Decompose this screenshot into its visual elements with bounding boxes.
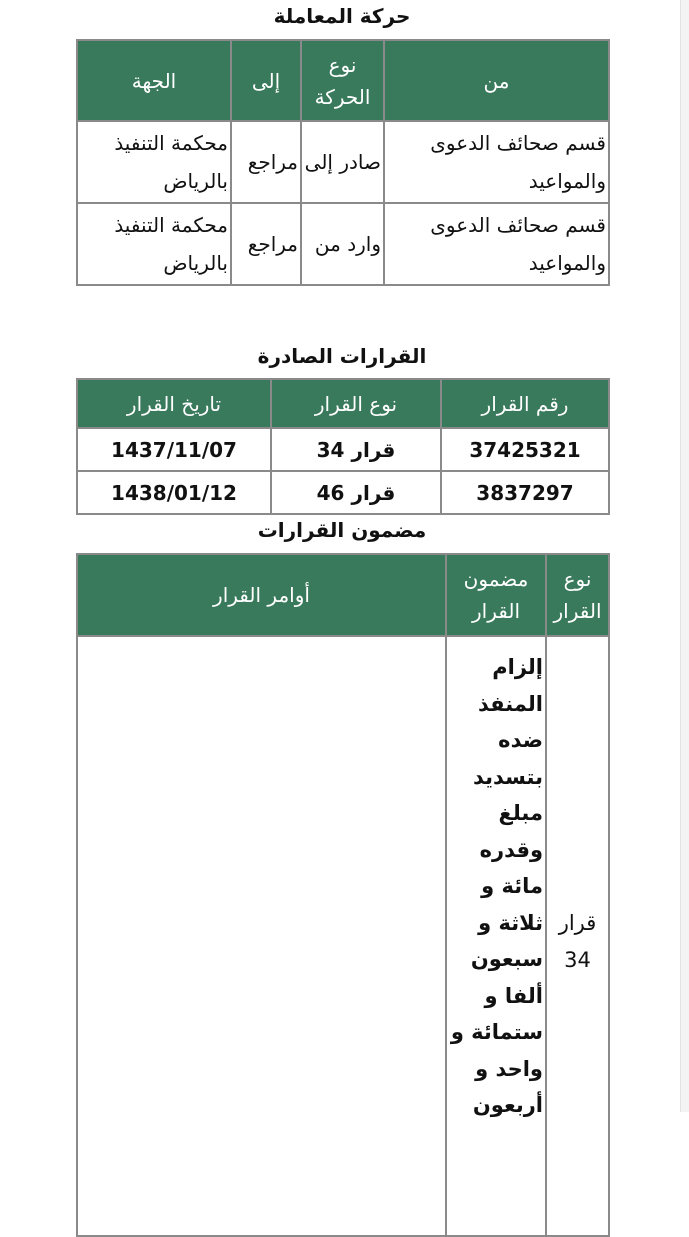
table-row: 37425321 قرار 34 1437/11/07 [76,427,610,472]
cell-decision-number: 37425321 [440,427,610,472]
col-decision-date: تاريخ القرار [76,378,272,429]
table-row: 3837297 قرار 46 1438/01/12 [76,470,610,515]
col-decision-type: نوع القرار [545,553,610,637]
cell-decision-type: قرار 34 [545,635,610,1237]
table-row: قرار 34 إلزام المنفذ ضده بتسديد مبلغ وقد… [76,635,610,1237]
cell-decision-date: 1437/11/07 [76,427,272,472]
col-movement-type: نوع الحركة [300,39,385,122]
cell-decision-date: 1438/01/12 [76,470,272,515]
cell-entity: محكمة التنفيذ بالرياض [76,120,232,204]
scrollbar-track[interactable] [680,0,689,1112]
cell-decision-type: قرار 34 [270,427,442,472]
cell-decision-number: 3837297 [440,470,610,515]
cell-decision-type: قرار 46 [270,470,442,515]
cell-decision-orders [76,635,447,1237]
cell-to: مراجع [230,120,302,204]
movement-title: حركة المعاملة [273,4,411,28]
col-decision-type: نوع القرار [270,378,442,429]
cell-from: قسم صحائف الدعوى والمواعيد [383,120,610,204]
col-entity: الجهة [76,39,232,122]
movement-table: من نوع الحركة إلى الجهة قسم صحائف الدعوى… [76,39,610,286]
decisions-title: القرارات الصادرة [257,344,427,368]
cell-to: مراجع [230,202,302,286]
contents-title: مضمون القرارات [257,518,427,542]
contents-table: نوع القرار مضمون القرار أوامر القرار قرا… [76,553,610,1237]
cell-decision-content: إلزام المنفذ ضده بتسديد مبلغ وقدره مائة … [445,635,547,1237]
col-decision-orders: أوامر القرار [76,553,447,637]
cell-entity: محكمة التنفيذ بالرياض [76,202,232,286]
table-row: قسم صحائف الدعوى والمواعيد صادر إلى مراج… [76,120,610,204]
cell-movement-type: صادر إلى [300,120,385,204]
table-header-row: من نوع الحركة إلى الجهة [76,39,610,122]
decisions-table: رقم القرار نوع القرار تاريخ القرار 37425… [76,378,610,515]
col-from: من [383,39,610,122]
col-decision-number: رقم القرار [440,378,610,429]
col-decision-content: مضمون القرار [445,553,547,637]
cell-movement-type: وارد من [300,202,385,286]
table-header-row: رقم القرار نوع القرار تاريخ القرار [76,378,610,429]
cell-from: قسم صحائف الدعوى والمواعيد [383,202,610,286]
table-header-row: نوع القرار مضمون القرار أوامر القرار [76,553,610,637]
col-to: إلى [230,39,302,122]
table-row: قسم صحائف الدعوى والمواعيد وارد من مراجع… [76,202,610,286]
